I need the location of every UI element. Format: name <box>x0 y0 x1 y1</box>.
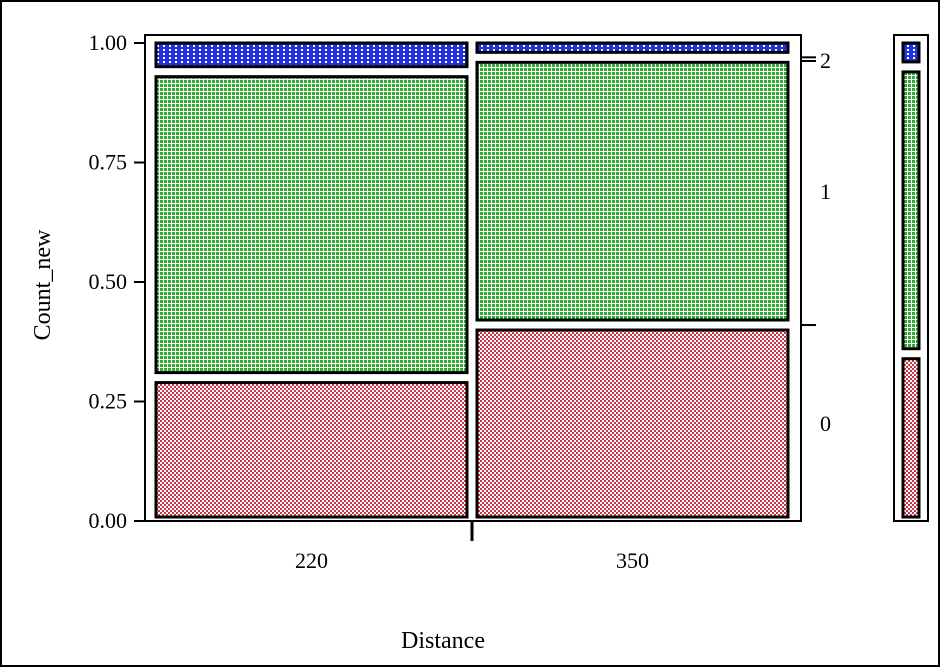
level-label-0: 0 <box>820 411 831 436</box>
x-axis-title: Distance <box>401 628 485 654</box>
mosaic-tiles <box>154 41 790 519</box>
level-axis: 0 1 2 <box>801 48 831 436</box>
x-axis: 220 350 <box>295 521 649 573</box>
tile-220-level-0 <box>154 381 469 519</box>
tile-220-level-2 <box>154 41 469 69</box>
y-tick-label: 0.75 <box>89 150 128 175</box>
tile-350-level-1 <box>475 60 790 322</box>
legend-segment-2 <box>901 41 921 64</box>
y-tick-label: 0.25 <box>89 389 128 414</box>
y-tick-label: 1.00 <box>89 30 128 55</box>
tile-350-level-0 <box>475 328 790 519</box>
y-tick-label: 0.00 <box>89 508 128 533</box>
tile-220-level-1 <box>154 75 469 375</box>
legend-segment-1 <box>901 70 921 351</box>
x-tick-label: 220 <box>295 548 328 573</box>
legend-frame <box>893 34 929 522</box>
x-tick-label: 350 <box>616 548 649 573</box>
level-label-2: 2 <box>820 48 831 73</box>
marginal-legend-bar <box>893 34 929 522</box>
y-tick-label: 0.50 <box>89 269 128 294</box>
level-label-1: 1 <box>820 179 831 204</box>
y-axis: 0.00 0.25 0.50 0.75 1.00 <box>89 30 145 533</box>
tile-350-level-2 <box>475 41 790 54</box>
y-axis-title: Count_new <box>30 229 56 340</box>
legend-segment-0 <box>901 357 921 519</box>
